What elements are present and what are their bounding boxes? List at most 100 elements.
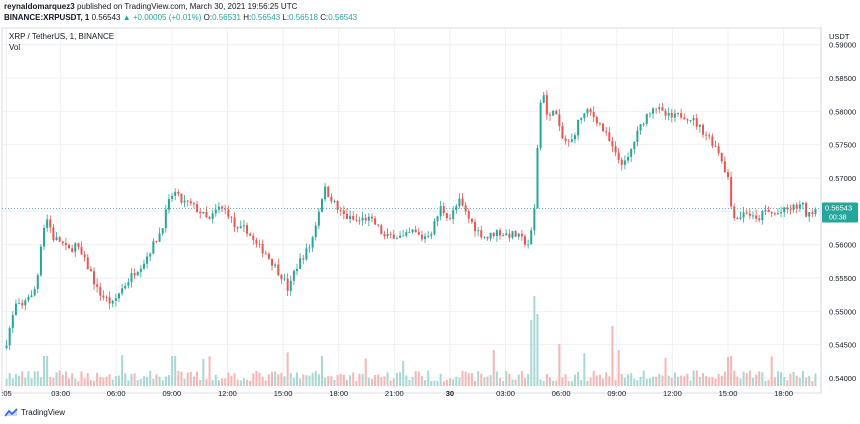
- candle-body: [61, 241, 64, 244]
- candle-body: [296, 268, 299, 271]
- volume-bar: [255, 370, 258, 386]
- volume-bar: [776, 371, 779, 386]
- candle-body: [623, 160, 626, 165]
- candle-body: [224, 208, 227, 210]
- volume-bar: [764, 380, 767, 386]
- candle-body: [414, 229, 417, 232]
- volume-bar: [205, 378, 208, 386]
- volume-bar: [89, 380, 92, 386]
- volume-bar: [798, 378, 801, 386]
- volume-bar: [801, 370, 804, 386]
- candle-body: [776, 213, 779, 215]
- candle-body: [392, 234, 395, 239]
- candle-body: [717, 146, 720, 154]
- tradingview-logo-icon: [4, 408, 18, 417]
- volume-bar: [811, 381, 814, 386]
- candle-body: [424, 236, 427, 240]
- candle-body: [786, 207, 789, 210]
- candle-body: [89, 269, 92, 272]
- volume-bar: [383, 376, 386, 386]
- volume-bar: [227, 372, 230, 386]
- candle-body: [748, 213, 751, 216]
- volume-bar: [336, 374, 339, 386]
- last-price-badge-value: 0.56543: [825, 203, 852, 212]
- volume-bar: [748, 370, 751, 386]
- candle-body: [271, 258, 274, 266]
- volume-bar: [430, 381, 433, 386]
- volume-bar: [374, 375, 377, 386]
- brand-name[interactable]: TradingView: [21, 408, 66, 417]
- candle-body: [458, 198, 461, 207]
- author-name[interactable]: reynaldomarquez3: [4, 2, 75, 11]
- volume-bar: [52, 377, 55, 386]
- candle-body: [211, 213, 214, 219]
- candle-body: [680, 113, 683, 118]
- volume-bar: [483, 377, 486, 386]
- candle-body: [308, 247, 311, 249]
- candle-body: [146, 256, 149, 264]
- candle-body: [702, 124, 705, 135]
- candle-body: [30, 295, 33, 297]
- volume-bar: [349, 375, 352, 386]
- candle-body: [186, 200, 189, 202]
- candle-body: [773, 213, 776, 215]
- volume-bar: [561, 377, 564, 386]
- candle-body: [545, 95, 548, 115]
- candle-body: [467, 211, 470, 219]
- volume-bar: [189, 371, 192, 386]
- candle-body: [264, 253, 267, 255]
- candle-body: [380, 225, 383, 235]
- candle-body: [427, 236, 430, 237]
- open-label: O:: [203, 13, 213, 22]
- volume-bar: [389, 380, 392, 386]
- candle-body: [695, 118, 698, 127]
- candle-body: [589, 109, 592, 113]
- volume-bar: [192, 376, 195, 386]
- volume-label[interactable]: Vol: [9, 43, 21, 52]
- volume-bar: [523, 378, 526, 386]
- volume-bar: [489, 375, 492, 386]
- volume-bar: [330, 376, 333, 386]
- candles[interactable]: [5, 90, 817, 350]
- candle-body: [149, 253, 152, 257]
- volume-bar: [21, 371, 24, 386]
- volume-bar: [96, 372, 99, 386]
- volume-bar: [664, 357, 667, 386]
- volume-bar: [567, 381, 570, 386]
- volume-bar: [767, 379, 770, 386]
- x-tick-label: 30: [446, 389, 454, 398]
- candle-body: [283, 278, 286, 280]
- x-tick-label: 09:00: [607, 389, 626, 398]
- volume-bar: [124, 373, 127, 386]
- candle-body: [399, 235, 402, 238]
- candle-body: [536, 147, 539, 209]
- candle-body: [383, 234, 386, 237]
- y-tick-label: 0.55000: [829, 307, 856, 316]
- candle-body: [723, 161, 726, 173]
- volume-bar: [786, 380, 789, 386]
- volume-bar: [152, 378, 155, 386]
- volume-bar: [221, 378, 224, 386]
- volume-bar: [698, 376, 701, 386]
- candle-body: [733, 206, 736, 218]
- chart-axes: 0.54000 0.54500 0.55000 0.55500 0.56000 0.565…: [1, 28, 856, 398]
- candle-body: [449, 218, 452, 219]
- candle-body: [164, 209, 167, 229]
- candle-body: [24, 300, 27, 306]
- candle-body: [361, 217, 364, 221]
- candle-body: [183, 200, 186, 203]
- candle-body: [105, 297, 108, 299]
- candle-body: [158, 233, 161, 242]
- candle-body: [333, 201, 336, 202]
- volume-bar: [130, 373, 133, 386]
- candle-body: [689, 120, 692, 122]
- volume-bar: [283, 376, 286, 386]
- y-tick-label: 0.57500: [829, 141, 856, 150]
- candle-body: [783, 207, 786, 213]
- pane-title[interactable]: XRP / TetherUS, 1, BINANCE: [9, 32, 115, 41]
- candle-body: [121, 288, 124, 294]
- volume-bar: [667, 375, 670, 386]
- candle-body: [21, 303, 24, 306]
- candle-body: [199, 211, 202, 214]
